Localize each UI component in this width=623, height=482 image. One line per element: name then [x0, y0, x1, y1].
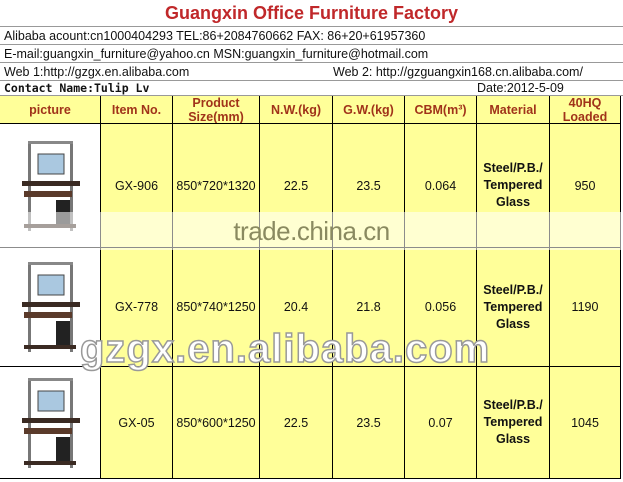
header-4: G.W.(kg) [333, 96, 405, 124]
cell-item: GX-778 [101, 248, 173, 367]
cell-size: 850*600*1250 [173, 367, 260, 479]
cell-gw: 23.5 [333, 367, 405, 479]
web-row: Web 1:http://gzgx.en.alibaba.com Web 2: … [0, 63, 623, 81]
header-6: Material [477, 96, 550, 124]
contact-row: Contact Name:Tulip Lv Date:2012-5-09 [0, 81, 623, 96]
cell-loaded: 1190 [550, 248, 621, 367]
cell-cbm: 0.056 [405, 248, 477, 367]
web-1: Web 1:http://gzgx.en.alibaba.com [4, 65, 190, 79]
watermark-alibaba: gzgx.en.alibaba.com [79, 326, 491, 372]
cell-loaded: 1045 [550, 367, 621, 479]
cell-item: GX-05 [101, 367, 173, 479]
header-2: Product Size(mm) [173, 96, 260, 124]
cell-cbm: 0.07 [405, 367, 477, 479]
cell-nw: 20.4 [260, 248, 333, 367]
cell-gw: 21.8 [333, 248, 405, 367]
header-1: Item No. [101, 96, 173, 124]
page-title: Guangxin Office Furniture Factory [0, 0, 623, 27]
cell-material: Steel/P.B./ Tempered Glass [477, 367, 550, 479]
watermark-trade-china: trade.china.cn [0, 212, 623, 250]
contact-line-1: Alibaba acount:cn1000404293 TEL:86+20847… [0, 27, 623, 45]
desk-image [22, 262, 80, 352]
cell-size: 850*740*1250 [173, 248, 260, 367]
contact-line-2: E-mail:guangxin_furniture@yahoo.cn MSN:g… [0, 45, 623, 63]
product-image [0, 367, 101, 479]
header-3: N.W.(kg) [260, 96, 333, 124]
header-7: 40HQ Loaded [550, 96, 621, 124]
date: Date:2012-5-09 [477, 81, 564, 95]
cell-material: Steel/P.B./ Tempered Glass [477, 248, 550, 367]
contact-name: Contact Name:Tulip Lv [4, 81, 150, 95]
header-0: picture [0, 96, 101, 124]
desk-image [22, 377, 80, 468]
cell-nw: 22.5 [260, 367, 333, 479]
web-2: Web 2: http://gzguangxin168.cn.alibaba.c… [333, 65, 583, 79]
header-5: CBM(m³) [405, 96, 477, 124]
product-image [0, 248, 101, 367]
